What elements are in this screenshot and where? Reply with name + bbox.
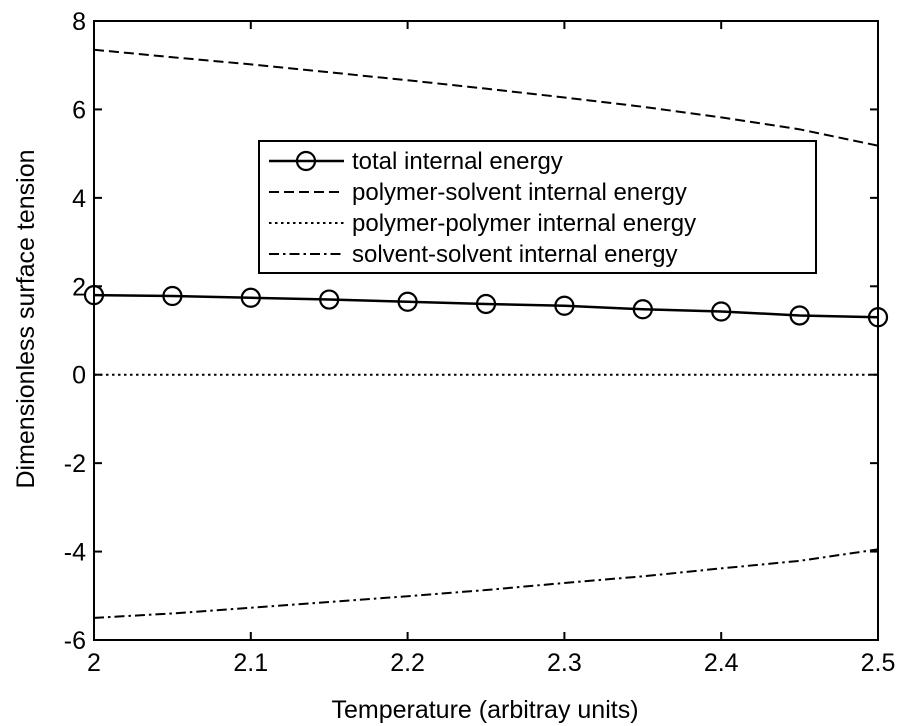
series-point-1-8 [632, 299, 653, 320]
series-layer [83, 48, 889, 619]
y-tick-label: -2 [64, 450, 86, 478]
y-tick-label: -6 [64, 627, 86, 655]
plot-frame [93, 20, 879, 641]
series-point-1-2 [162, 285, 183, 307]
legend-label-1: total internal energy [352, 148, 563, 175]
y-tick-label: 8 [72, 8, 86, 36]
x-axis-label: Temperature (arbitray units) [331, 696, 638, 724]
y-tick-label: -4 [64, 539, 86, 567]
series-point-1-6 [475, 293, 497, 315]
series-point-1-7 [554, 295, 575, 316]
series-point-1-4 [319, 289, 340, 310]
x-tick-label: 2.2 [390, 649, 425, 677]
series-line-1 [93, 293, 879, 319]
series-point-1-9 [711, 301, 732, 322]
x-tick-label: 2.3 [547, 649, 582, 677]
legend-label-2: polymer-solvent internal energy [352, 179, 687, 206]
y-axis-label: Dimensionless surface tension [12, 149, 40, 488]
legend-box [258, 140, 817, 274]
legend-label-3: polymer-polymer internal energy [352, 210, 696, 237]
legend-label-4: solvent-solvent internal energy [352, 241, 678, 268]
y-tick-label: 0 [72, 362, 86, 390]
x-tick-label: 2.1 [233, 649, 268, 677]
series-point-1-5 [397, 291, 418, 312]
series-line-4 [93, 548, 879, 619]
x-tick-label: 2.4 [704, 649, 739, 677]
tick-layer: 2 2.1 2.2 2.3 2.4 2.5 -6 -4 -2 0 2 4 6 8 [64, 8, 896, 677]
x-tick-label: 2 [87, 649, 101, 677]
y-tick-label: 6 [72, 96, 86, 124]
series-point-1-3 [240, 287, 261, 308]
x-tick-label: 2.5 [861, 649, 896, 677]
y-tick-label: 4 [72, 185, 86, 213]
legend: total internal energy polymer-solvent int… [258, 140, 817, 274]
y-tick-label: 2 [72, 273, 86, 301]
legend-marker-1 [295, 150, 317, 172]
series-point-1-10 [789, 305, 810, 326]
axes-layer [93, 20, 879, 641]
series-line-2 [93, 48, 879, 147]
